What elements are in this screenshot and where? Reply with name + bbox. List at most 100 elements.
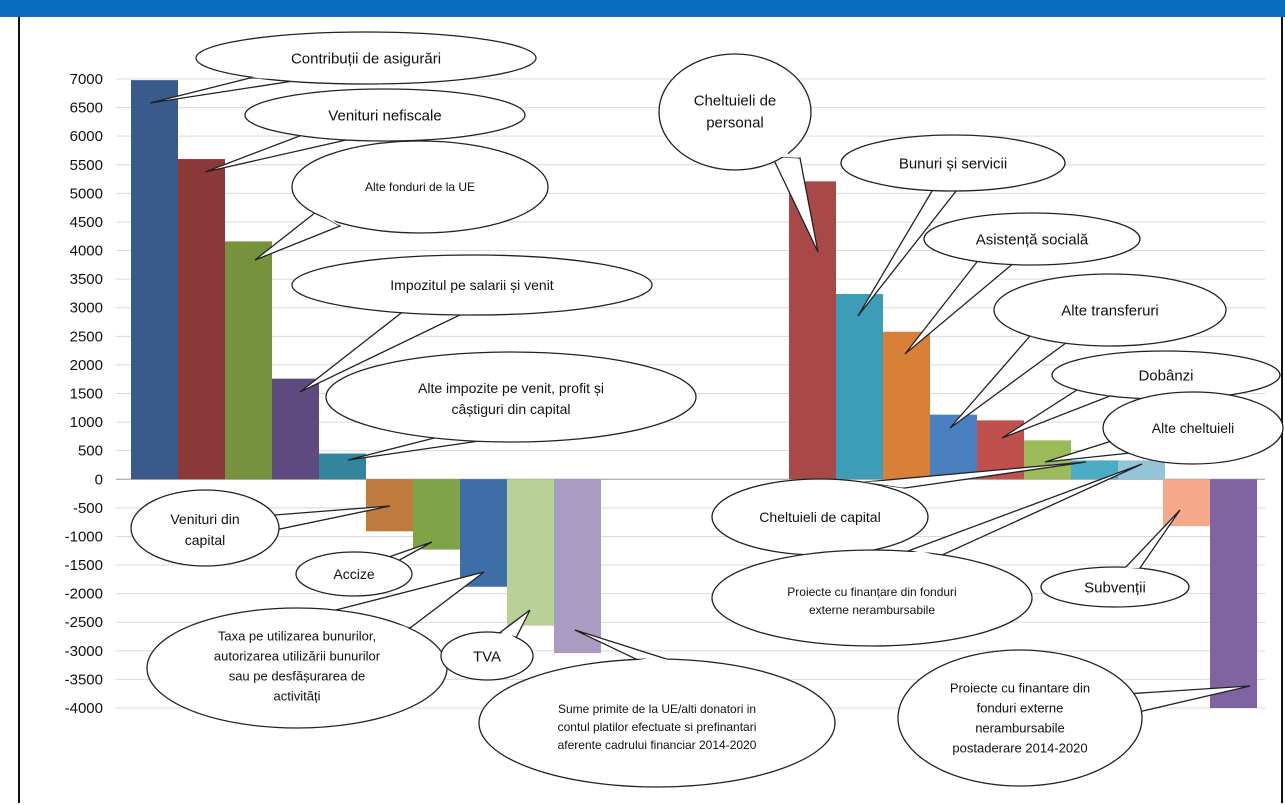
bar bbox=[131, 80, 178, 480]
category-label: sau pe desfășurarea de bbox=[229, 669, 366, 684]
callout-seam bbox=[865, 481, 905, 488]
callout-bubble bbox=[1102, 391, 1284, 465]
callout-seam bbox=[1080, 388, 1110, 396]
callout: Venituri din capital bbox=[130, 489, 391, 567]
callout-seam bbox=[772, 153, 800, 158]
bars bbox=[131, 80, 1257, 708]
category-label: câștiguri din capital bbox=[451, 401, 570, 417]
category-label: Alte transferuri bbox=[1061, 302, 1159, 319]
bar bbox=[1163, 479, 1210, 527]
category-label: fonduri externe bbox=[977, 701, 1064, 716]
category-label: Sume primite de la UE/alti donatori in bbox=[558, 702, 756, 716]
y-tick-label: -3000 bbox=[65, 643, 103, 660]
category-label: Dobânzi bbox=[1138, 367, 1193, 384]
callout-bubble bbox=[840, 134, 1066, 192]
category-label: Alte cheltuieli bbox=[1152, 420, 1235, 436]
callout-bubble bbox=[897, 649, 1143, 787]
bar bbox=[1071, 460, 1118, 480]
callout-bubble bbox=[711, 549, 1033, 647]
y-axis-tick-labels: 7000650060005500500045004000350030002500… bbox=[65, 71, 103, 717]
category-label: Alte impozite pe venit, profit și bbox=[418, 380, 604, 396]
callout-seam bbox=[900, 551, 940, 556]
callout-seam bbox=[1125, 564, 1140, 568]
category-label: personal bbox=[706, 114, 764, 131]
callout-seam bbox=[980, 256, 1015, 262]
callout-bubble bbox=[993, 273, 1227, 347]
category-label: aferente cadrului financiar 2014-2020 bbox=[558, 738, 757, 752]
category-label: Cheltuieli de bbox=[694, 92, 777, 109]
callout: Cheltuieli de personal bbox=[658, 53, 819, 253]
y-tick-label: -3500 bbox=[65, 671, 103, 688]
category-label: externe nerambursabile bbox=[809, 603, 935, 617]
callout: Impozitul pe salarii și venit bbox=[291, 254, 653, 393]
y-tick-label: 4000 bbox=[70, 243, 103, 260]
callout: Accize bbox=[295, 541, 433, 597]
callout-bubble bbox=[195, 31, 537, 85]
callout: Dobânzi bbox=[1001, 350, 1281, 439]
callout-seam bbox=[310, 131, 355, 138]
category-label: Impozitul pe salarii și venit bbox=[390, 277, 554, 293]
y-tick-label: -500 bbox=[73, 500, 103, 517]
y-tick-label: -4000 bbox=[65, 700, 103, 717]
callout: Proiecte cu finantare din fonduri externe… bbox=[897, 649, 1251, 787]
category-label: TVA bbox=[473, 648, 501, 665]
category-label: Alte fonduri de la UE bbox=[365, 180, 475, 194]
callout-seam bbox=[450, 432, 500, 438]
category-label: capital bbox=[185, 532, 225, 548]
callout-seam bbox=[250, 75, 300, 80]
chart-frame bbox=[18, 17, 1283, 803]
callout-seam bbox=[380, 557, 396, 562]
category-label: Accize bbox=[333, 566, 374, 582]
category-label: Asistență socială bbox=[976, 231, 1089, 248]
bar bbox=[178, 159, 225, 480]
y-tick-label: 2500 bbox=[70, 328, 103, 345]
y-tick-label: -2500 bbox=[65, 614, 103, 631]
callout-bubble bbox=[291, 254, 653, 316]
callout: Cheltuieli de capital bbox=[711, 461, 1087, 556]
callout-seam bbox=[1126, 694, 1130, 714]
bar bbox=[1118, 460, 1165, 480]
y-tick-label: 4500 bbox=[70, 214, 103, 231]
callout-seam bbox=[638, 657, 676, 662]
callout-pointer bbox=[1001, 387, 1113, 439]
bar bbox=[366, 479, 413, 532]
category-label: Venituri nefiscale bbox=[328, 107, 441, 124]
bar bbox=[413, 479, 460, 550]
callout-bubble bbox=[440, 631, 534, 681]
bar bbox=[225, 241, 272, 480]
callout-seam bbox=[262, 516, 275, 530]
category-label: nerambursabile bbox=[975, 721, 1065, 736]
y-tick-label: 500 bbox=[78, 443, 103, 460]
bar bbox=[460, 479, 507, 587]
bar bbox=[1210, 479, 1257, 708]
callout: Contribuții de asigurări bbox=[149, 31, 537, 104]
callout-seam bbox=[1030, 334, 1070, 340]
callout: Venituri nefiscale bbox=[204, 88, 526, 173]
callout-seam bbox=[316, 212, 340, 226]
y-tick-label: 5500 bbox=[70, 157, 103, 174]
callout-bubble bbox=[291, 140, 549, 234]
y-tick-label: 6000 bbox=[70, 128, 103, 145]
y-tick-label: 6500 bbox=[70, 100, 103, 117]
callout: Asistență socială bbox=[904, 212, 1141, 355]
callout: Subvenții bbox=[1040, 509, 1190, 608]
category-label: Proiecte cu finantare din bbox=[950, 681, 1090, 696]
callout: Alte fonduri de la UE bbox=[254, 140, 549, 261]
bar bbox=[507, 479, 554, 626]
callout-bubble bbox=[244, 88, 526, 142]
category-label: Cheltuieli de capital bbox=[759, 509, 880, 525]
callout-bubble bbox=[325, 351, 697, 443]
y-tick-label: 2000 bbox=[70, 357, 103, 374]
callout: Alte cheltuieli bbox=[1044, 391, 1284, 465]
y-tick-label: -1500 bbox=[65, 557, 103, 574]
callout-seam bbox=[328, 612, 410, 628]
callout-pointer bbox=[1123, 509, 1181, 569]
category-label: Subvenții bbox=[1084, 579, 1146, 596]
y-tick-label: 0 bbox=[95, 471, 103, 488]
callout: TVA bbox=[440, 609, 534, 681]
callout: Alte impozite pe venit, profit și câștigu… bbox=[325, 351, 697, 461]
y-tick-label: -2000 bbox=[65, 586, 103, 603]
category-label: Proiecte cu finanțare din fonduri bbox=[787, 585, 956, 599]
category-label: contul platilor efectuate si prefinantar… bbox=[558, 720, 757, 734]
